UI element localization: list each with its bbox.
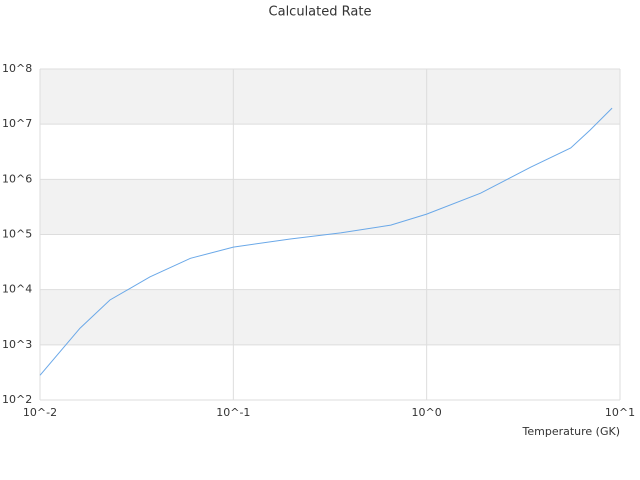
grid-band (40, 179, 620, 235)
chart-title: Calculated Rate (269, 5, 372, 20)
y-tick-label: 10^5 (2, 228, 32, 241)
y-tick-label: 10^2 (2, 393, 32, 406)
y-tick-label: 10^7 (2, 117, 32, 130)
x-tick-label: 10^0 (412, 406, 442, 419)
y-tick-label: 10^3 (2, 338, 32, 351)
grid-band (40, 289, 620, 345)
data-line (39, 107, 613, 376)
x-axis-label: Temperature (GK) (522, 425, 621, 438)
grid-band (40, 69, 620, 125)
x-tick-label: 10^-2 (23, 406, 57, 419)
x-tick-label: 10^-1 (216, 406, 250, 419)
y-tick-label: 10^8 (2, 62, 32, 75)
x-tick-label: 10^1 (605, 406, 635, 419)
y-tick-label: 10^6 (2, 172, 32, 185)
y-tick-label: 10^4 (2, 283, 32, 296)
